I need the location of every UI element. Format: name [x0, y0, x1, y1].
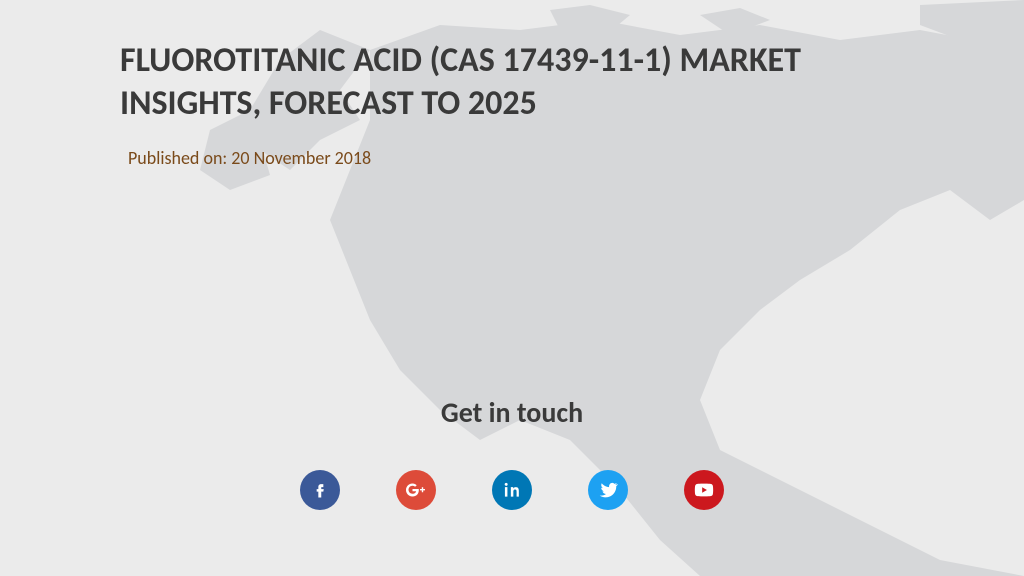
published-date: Published on: 20 November 2018 [120, 147, 904, 169]
cta-heading: Get in touch [0, 395, 1024, 430]
facebook-icon[interactable] [300, 470, 340, 510]
youtube-icon[interactable] [684, 470, 724, 510]
page-title: FLUOROTITANIC ACID (CAS 17439-11-1) MARK… [120, 40, 820, 125]
googleplus-icon[interactable] [396, 470, 436, 510]
twitter-icon[interactable] [588, 470, 628, 510]
linkedin-icon[interactable] [492, 470, 532, 510]
social-icons-row [0, 470, 1024, 510]
